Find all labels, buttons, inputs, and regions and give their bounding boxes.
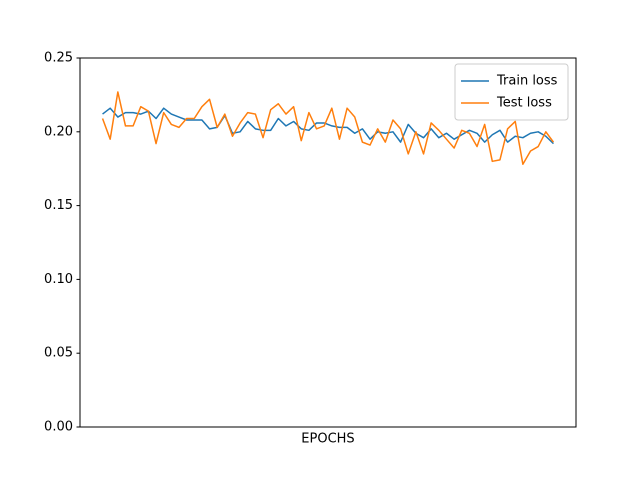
y-tick-label: 0.10 [44, 272, 73, 287]
y-tick-label: 0.15 [44, 198, 73, 213]
y-tick-label: 0.25 [44, 51, 73, 66]
y-tick-label: 0.05 [44, 346, 73, 361]
legend-box [454, 63, 569, 121]
y-tick-label: 0.00 [44, 420, 73, 435]
legend-label: Train loss [496, 74, 558, 89]
line-series [101, 91, 555, 166]
x-axis-label: EPOCHS [301, 432, 354, 447]
y-tick-label: 0.20 [44, 124, 73, 139]
legend-label: Test loss [496, 96, 552, 111]
plot-frame [79, 57, 577, 428]
line-series [102, 107, 554, 145]
